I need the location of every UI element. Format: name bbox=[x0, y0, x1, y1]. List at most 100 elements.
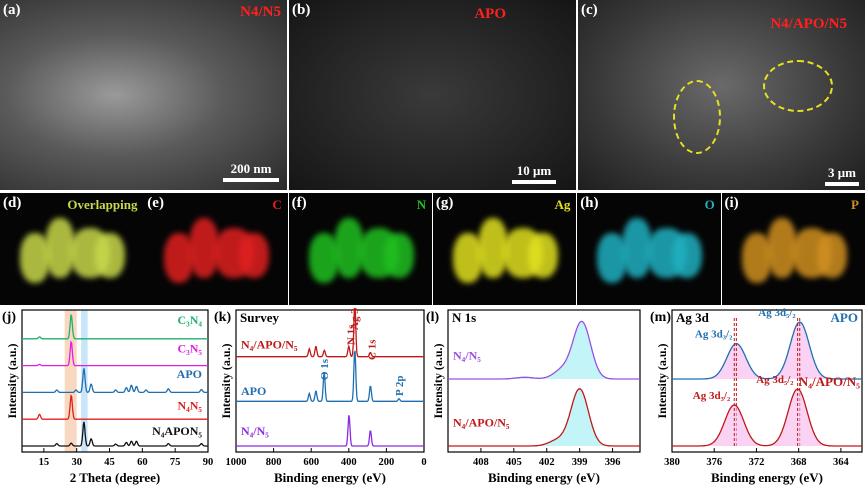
series-label: N₄/APO/N₅ bbox=[453, 415, 510, 429]
series-line bbox=[672, 321, 862, 380]
peak-annotation: C 1s bbox=[366, 339, 378, 360]
y-axis-label: Intensity (a.u.) bbox=[431, 343, 445, 418]
series-label: N₄/APO/N₅ bbox=[241, 337, 298, 351]
plot-frame bbox=[235, 309, 425, 453]
series-line bbox=[672, 388, 862, 447]
panel-letter: (j) bbox=[2, 310, 16, 325]
peak-annotation: O 1s bbox=[319, 358, 331, 380]
element-distribution bbox=[816, 233, 847, 278]
panel-letter: (g) bbox=[435, 195, 454, 211]
x-tick-label: 90 bbox=[203, 457, 214, 468]
eds-map-0: (d) Overlapping bbox=[0, 193, 144, 305]
element-label: Overlapping bbox=[67, 197, 138, 212]
x-tick-label: 396 bbox=[605, 457, 621, 468]
series-line bbox=[236, 308, 424, 358]
series-label: C₃N₅ bbox=[177, 342, 202, 356]
x-tick-label: 376 bbox=[706, 457, 722, 468]
highlight-ellipse bbox=[763, 60, 833, 112]
series-label: APO bbox=[177, 367, 202, 381]
x-tick-label: 800 bbox=[266, 457, 282, 468]
chart-title: Survey bbox=[240, 310, 280, 325]
panel-letter: (l) bbox=[426, 310, 440, 325]
eds-map-1: (e) C bbox=[144, 193, 288, 305]
x-tick-label: 60 bbox=[137, 457, 148, 468]
series-line bbox=[22, 368, 208, 394]
series-line bbox=[22, 421, 208, 447]
element-distribution bbox=[527, 233, 558, 278]
sem-image-c: (c) N4/APO/N5 3 μm bbox=[578, 0, 865, 190]
x-tick-label: 400 bbox=[341, 457, 357, 468]
panel-label: N4/N5 bbox=[240, 4, 281, 20]
peak-annotation: N 1s bbox=[345, 324, 357, 345]
element-distribution bbox=[239, 233, 270, 278]
element-label: N bbox=[416, 197, 427, 212]
y-axis-label: Intensity (a.u.) bbox=[5, 343, 19, 418]
series-label: N₄/N₅ bbox=[241, 424, 269, 438]
sem-image-b: (b) APO 10 μm bbox=[289, 0, 576, 190]
peak-annotation: Ag 3d bbox=[349, 308, 361, 330]
series-line bbox=[448, 320, 640, 380]
series-label: N₄N₅ bbox=[177, 398, 202, 412]
fitted-peak-area bbox=[448, 388, 640, 446]
x-tick-label: 405 bbox=[506, 457, 522, 468]
x-axis-label: Binding energy (eV) bbox=[488, 470, 600, 485]
y-axis-label: Intensity (a.u.) bbox=[655, 343, 669, 418]
x-tick-label: 30 bbox=[71, 457, 82, 468]
panel-letter: (b) bbox=[292, 2, 311, 18]
peak-label: Ag 3d₅/₂ bbox=[756, 374, 794, 386]
sem-image-a: (a) N4/N5 200 nm bbox=[0, 0, 287, 190]
x-tick-label: 380 bbox=[664, 457, 680, 468]
eds-map-5: (i) P bbox=[721, 193, 865, 305]
peak-label: Ag 3d₃/₂ bbox=[695, 329, 733, 341]
series-label: N₄/N₅ bbox=[453, 349, 481, 363]
x-tick-label: 399 bbox=[572, 457, 588, 468]
panel-letter: (d) bbox=[3, 195, 22, 211]
series-label: N₄/APO/N₅ bbox=[799, 374, 860, 389]
x-tick-label: 368 bbox=[791, 457, 807, 468]
panel-letter: (k) bbox=[214, 310, 231, 325]
x-tick-label: 402 bbox=[539, 457, 555, 468]
highlight-ellipse bbox=[673, 80, 721, 154]
x-axis-label: Binding energy (eV) bbox=[274, 470, 386, 485]
x-tick-label: 0 bbox=[421, 457, 426, 468]
chart-title: N 1s bbox=[452, 310, 476, 325]
scale-bar: 3 μm bbox=[825, 165, 859, 186]
panel-letter: (e) bbox=[147, 195, 164, 211]
peak-label: Ag 3d₃/₂ bbox=[693, 390, 731, 402]
x-tick-label: 600 bbox=[303, 457, 319, 468]
series-line bbox=[22, 340, 208, 367]
element-label: O bbox=[704, 197, 715, 212]
highlight-band bbox=[64, 310, 77, 452]
plot-frame bbox=[21, 309, 209, 453]
element-distribution bbox=[672, 233, 703, 278]
panel-label: APO bbox=[474, 6, 506, 22]
highlight-band bbox=[81, 310, 88, 452]
scale-bar: 10 μm bbox=[512, 163, 556, 184]
panel-letter: (f) bbox=[291, 195, 307, 211]
panel-letter: (h) bbox=[580, 195, 599, 211]
series-line bbox=[448, 388, 640, 447]
panel-label: N4/APO/N5 bbox=[770, 16, 847, 32]
plot-frame bbox=[447, 309, 641, 453]
series-label: N₄APON₅ bbox=[152, 424, 202, 438]
series-label: APO bbox=[831, 310, 858, 325]
x-tick-label: 75 bbox=[170, 457, 181, 468]
eds-map-2: (f) N bbox=[288, 193, 433, 305]
peak-annotation: P 2p bbox=[394, 376, 406, 396]
series-line bbox=[236, 415, 424, 447]
series-line bbox=[236, 350, 424, 402]
plot-frame bbox=[671, 309, 863, 453]
x-tick-label: 200 bbox=[379, 457, 395, 468]
eds-map-4: (h) O bbox=[577, 193, 721, 305]
fitted-peak-area bbox=[448, 321, 640, 379]
series-label: C₃N₄ bbox=[177, 313, 202, 327]
x-tick-label: 408 bbox=[473, 457, 489, 468]
peak-label: Ag 3d₅/₂ bbox=[758, 308, 796, 319]
x-axis-label: 2 Theta (degree) bbox=[70, 470, 161, 485]
x-tick-label: 45 bbox=[104, 457, 115, 468]
scale-bar: 200 nm bbox=[223, 161, 279, 182]
series-label: APO bbox=[241, 384, 266, 398]
x-tick-label: 372 bbox=[749, 457, 765, 468]
panel-letter: (m) bbox=[650, 310, 671, 325]
